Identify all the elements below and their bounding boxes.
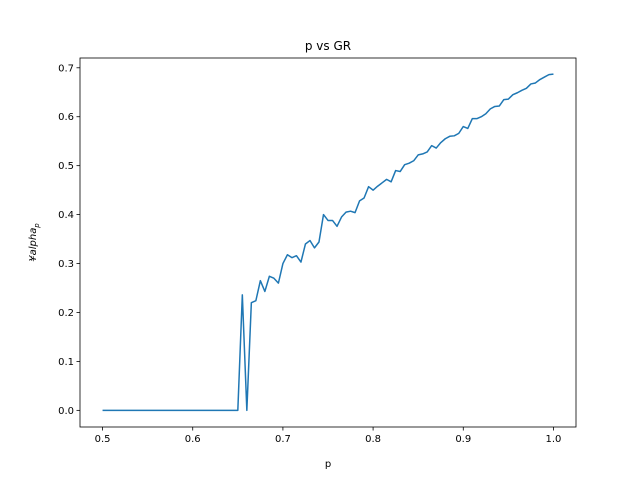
x-axis-ticks: 0.5 0.6 0.7 0.8 0.9 1.0 xyxy=(95,427,562,445)
y-axis-label: ¥alphap xyxy=(28,223,41,262)
x-tick-label: 0.9 xyxy=(455,434,471,445)
y-axis-ticks: 0.0 0.1 0.2 0.3 0.4 0.5 0.6 0.7 xyxy=(58,63,80,417)
y-tick-label: 0.7 xyxy=(58,63,74,74)
plot-area xyxy=(80,58,576,427)
chart-title: p vs GR xyxy=(305,39,351,53)
y-tick-label: 0.5 xyxy=(58,161,74,172)
y-tick-label: 0.2 xyxy=(58,308,74,319)
x-tick-label: 0.7 xyxy=(275,434,291,445)
y-tick-label: 0.6 xyxy=(58,112,74,123)
x-axis-label: p xyxy=(325,459,331,470)
y-tick-label: 0.1 xyxy=(58,357,74,368)
y-axis-label-main: ¥alpha xyxy=(28,228,39,262)
x-tick-label: 0.8 xyxy=(365,434,381,445)
x-tick-label: 0.5 xyxy=(95,434,111,445)
plot-frame xyxy=(79,57,577,428)
y-tick-label: 0.4 xyxy=(58,210,74,221)
x-tick-label: 0.6 xyxy=(185,434,201,445)
x-tick-label: 1.0 xyxy=(546,434,562,445)
series-line xyxy=(102,73,554,412)
y-tick-label: 0.3 xyxy=(58,259,74,270)
y-axis-label-subscript: p xyxy=(33,223,41,229)
y-tick-label: 0.0 xyxy=(58,406,74,417)
